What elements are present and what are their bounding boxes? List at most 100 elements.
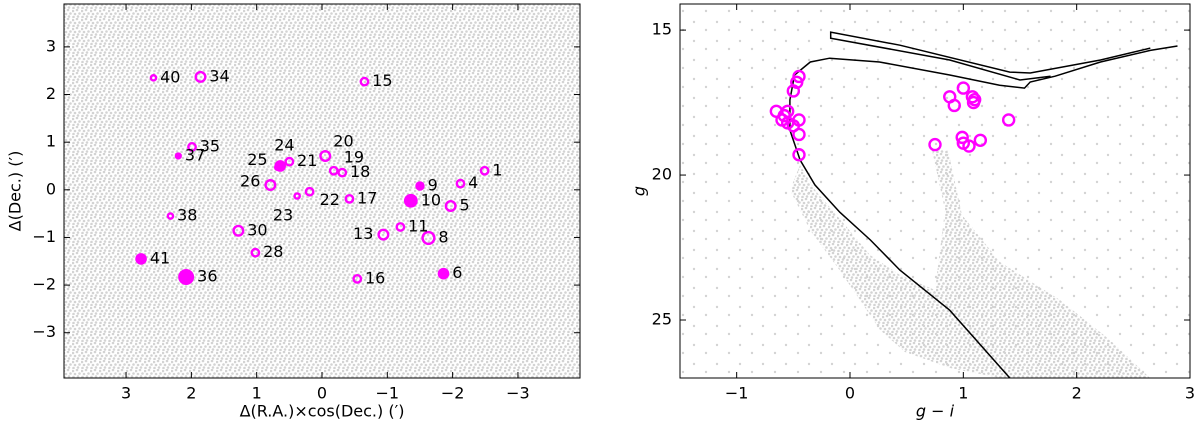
y-tick-label: 1 xyxy=(46,132,56,151)
star-label: 30 xyxy=(247,220,267,239)
y-tick-label: −3 xyxy=(32,322,56,341)
star-label: 24 xyxy=(274,135,294,154)
star-label: 17 xyxy=(357,188,377,207)
x-tick-label: 2 xyxy=(1072,384,1082,403)
x-tick-label: 2 xyxy=(186,384,196,403)
star-label: 23 xyxy=(273,206,293,225)
star-marker xyxy=(319,149,332,162)
y-tick-label: 15 xyxy=(652,20,672,39)
star-marker xyxy=(359,76,370,87)
star-label: 10 xyxy=(421,190,441,209)
star-label: 21 xyxy=(297,151,317,170)
star-label: 13 xyxy=(353,224,373,243)
star-marker xyxy=(403,193,418,208)
y-axis-label: Δ(Dec.) (′) xyxy=(6,151,25,232)
star-label: 4 xyxy=(468,173,478,192)
star-label: 16 xyxy=(365,268,385,287)
star-marker xyxy=(792,113,806,127)
star-marker xyxy=(967,92,982,107)
star-marker xyxy=(293,192,301,200)
star-marker xyxy=(792,148,806,162)
star-marker xyxy=(947,98,961,113)
star-marker xyxy=(415,181,425,191)
star-label: 36 xyxy=(197,266,217,285)
y-tick-label: −2 xyxy=(32,275,56,294)
star-label: 6 xyxy=(452,263,462,282)
star-marker xyxy=(956,81,971,95)
star-marker xyxy=(928,137,942,152)
star-marker xyxy=(962,139,976,153)
star-label: 8 xyxy=(438,227,448,246)
star-marker xyxy=(786,84,801,98)
star-marker xyxy=(344,193,355,204)
x-tick-label: 3 xyxy=(1185,384,1195,403)
star-marker xyxy=(337,167,348,178)
star-label: 15 xyxy=(372,71,392,90)
star-marker xyxy=(1001,113,1016,127)
star-label: 37 xyxy=(185,145,205,164)
star-label: 22 xyxy=(320,190,340,209)
star-marker xyxy=(284,156,295,167)
star-marker xyxy=(479,165,490,176)
star-marker xyxy=(187,142,197,152)
x-tick-label: −3 xyxy=(506,384,530,403)
star-label: 34 xyxy=(209,66,229,85)
star-marker xyxy=(194,70,207,83)
y-axis-label: g xyxy=(630,186,649,196)
star-label: 35 xyxy=(200,136,220,155)
cmd-field xyxy=(790,150,1150,378)
x-tick-label: 0 xyxy=(845,384,855,403)
isochrone xyxy=(789,31,1178,379)
x-tick-label: 1 xyxy=(252,384,262,403)
y-tick-label: 25 xyxy=(652,310,672,329)
y-tick-label: 0 xyxy=(46,179,56,198)
axes-frame xyxy=(63,3,581,379)
star-marker xyxy=(437,267,450,280)
star-marker xyxy=(352,274,363,284)
star-marker xyxy=(178,268,195,285)
star-label: 38 xyxy=(177,206,197,225)
star-label: 9 xyxy=(428,175,438,194)
star-label: 41 xyxy=(150,248,170,267)
star-label: 28 xyxy=(263,242,283,261)
star-label: 20 xyxy=(333,131,353,150)
star-marker xyxy=(273,163,282,172)
star-marker xyxy=(135,253,147,265)
star-marker xyxy=(174,152,182,160)
x-tick-label: 3 xyxy=(121,384,131,403)
x-axis-label: g − i xyxy=(916,402,955,421)
star-label: 19 xyxy=(344,147,364,166)
star-label: 26 xyxy=(240,172,260,191)
star-label: 18 xyxy=(350,162,370,181)
star-marker xyxy=(232,224,245,237)
x-tick-label: 0 xyxy=(317,384,327,403)
background-field xyxy=(64,4,580,378)
star-label: 25 xyxy=(247,150,267,169)
star-marker xyxy=(444,200,457,213)
y-tick-label: −1 xyxy=(32,227,56,246)
star-marker xyxy=(264,179,277,192)
axes-frame xyxy=(679,3,1191,379)
star-marker xyxy=(395,222,406,232)
x-tick-label: −2 xyxy=(441,384,465,403)
y-tick-label: 3 xyxy=(46,36,56,55)
star-marker xyxy=(328,165,339,176)
x-tick-label: −1 xyxy=(725,384,749,403)
star-marker xyxy=(455,178,466,189)
star-marker xyxy=(377,228,390,241)
y-tick-label: 20 xyxy=(652,165,672,184)
star-marker xyxy=(166,212,175,220)
x-tick-label: 1 xyxy=(958,384,968,403)
star-marker xyxy=(792,127,806,142)
star-marker xyxy=(149,74,158,82)
x-axis-label: Δ(R.A.)×cos(Dec.) (′) xyxy=(240,402,405,421)
star-marker xyxy=(250,247,261,258)
star-marker xyxy=(973,133,988,147)
star-label: 40 xyxy=(160,67,180,86)
star-marker xyxy=(421,230,436,246)
y-tick-label: 2 xyxy=(46,84,56,103)
star-marker xyxy=(304,186,315,197)
